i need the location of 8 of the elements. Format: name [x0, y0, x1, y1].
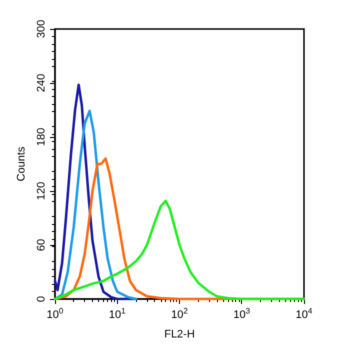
y-tick-label: 60 [36, 238, 48, 252]
y-tick-label: 240 [36, 74, 48, 92]
y-axis-title: Counts [16, 146, 28, 182]
x-axis-title: FL2-H [164, 328, 195, 340]
y-tick-label: 180 [36, 128, 48, 146]
y-tick-label: 300 [36, 20, 48, 38]
y-tick-label: 120 [36, 182, 48, 200]
y-tick-label: 0 [36, 296, 48, 302]
